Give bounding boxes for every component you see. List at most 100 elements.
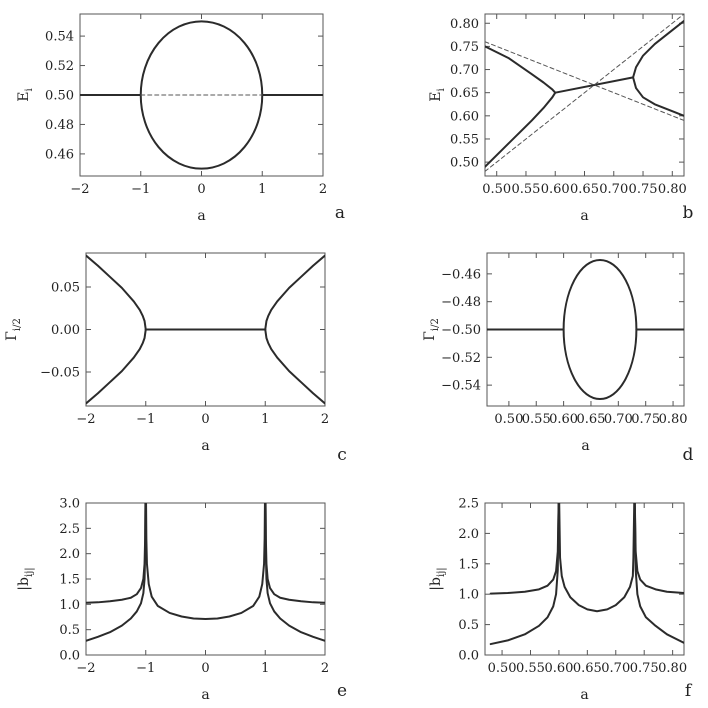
- panel-e-ytick-label: 1.0: [59, 598, 80, 613]
- panel-a-ylabel: Ei: [16, 88, 35, 101]
- panel-b-series-2-line: [554, 76, 635, 94]
- panel-a-xlabel: a: [197, 208, 205, 224]
- panel-b-series-6-dashed-line: [485, 14, 684, 172]
- panel-d-xtick-label: 0.75: [631, 412, 660, 427]
- panel-f-series-4-line: [633, 503, 684, 644]
- panel-f-xtick-label: 0.60: [544, 661, 573, 676]
- panel-e-ytick-label: 0.5: [59, 623, 80, 638]
- panel-b-xtick-label: 0.50: [482, 182, 511, 197]
- panel-b-xtick-label: 0.55: [511, 182, 540, 197]
- panel-b-xtick-label: 0.75: [629, 182, 658, 197]
- panel-c-series-3-line: [264, 254, 325, 331]
- panel-c-plot-area: [86, 254, 325, 405]
- panel-e-xtick-label: 2: [321, 661, 329, 676]
- panel-c-xtick-label: 0: [201, 412, 209, 427]
- panel-a-xtick-label: 0: [197, 182, 205, 197]
- panel-d-xtick-label: 0.55: [522, 412, 551, 427]
- panel-e-series-2-line: [145, 503, 266, 621]
- panel-c-series-0-line: [86, 254, 147, 331]
- panel-b-series-4-line: [632, 76, 684, 117]
- panel-c-letter: c: [337, 445, 347, 465]
- panel-a-ytick-label: 0.52: [45, 59, 74, 74]
- panel-a-ytick-label: 0.54: [45, 30, 74, 45]
- panel-d-series-2-ellipse: [562, 258, 638, 401]
- panel-e-letter: e: [337, 681, 347, 701]
- panel-e: −2 −1 0 1 2 0.0 0.5 1.0 1.5 2.0 2.5 3.0 a |bij| e: [16, 497, 347, 704]
- panel-f-ytick-label: 2.0: [458, 527, 479, 542]
- panel-b-xtick-label: 0.80: [658, 182, 687, 197]
- panel-c-xtick-label: 2: [321, 412, 329, 427]
- panel-f-series-1-line: [489, 503, 560, 646]
- panel-d: 0.500.550.600.650.700.750.80 −0.54 −0.52 −0…: [422, 252, 694, 465]
- panel-b-frame: [484, 13, 685, 177]
- panel-d-ytick-label: −0.54: [441, 379, 481, 394]
- panel-e-xtick-label: −2: [76, 661, 95, 676]
- panel-f-ytick-label: 1.0: [458, 588, 479, 603]
- panel-a-xtick-label: 1: [258, 182, 266, 197]
- panel-e-ytick-label: 2.0: [59, 547, 80, 562]
- panel-b: 0.50 0.55 0.60 0.65 0.70 0.75 0.800.500.550.60…: [428, 13, 694, 224]
- panel-f-ytick-label: 0.5: [458, 618, 479, 633]
- panel-e-ytick-label: 1.5: [59, 573, 80, 588]
- panel-f-xlabel: a: [580, 687, 588, 703]
- panel-f-xtick-label: 0.70: [601, 661, 630, 676]
- panel-b-series-0-line: [485, 45, 557, 94]
- panel-f-series-0-line: [489, 503, 560, 595]
- panel-c-xtick-label: 1: [261, 412, 269, 427]
- panel-f-xtick-label: 0.65: [573, 661, 602, 676]
- panel-f-ytick-label: 2.5: [458, 497, 479, 512]
- panel-b-xtick-label: 0.70: [599, 182, 628, 197]
- panel-c-ytick-label: 0.05: [51, 281, 80, 296]
- panel-f-xtick-label: 0.55: [516, 661, 545, 676]
- panel-a-ytick-label: 0.48: [45, 118, 74, 133]
- panel-e-series-1-line: [86, 503, 147, 642]
- panel-b-plot-area: [485, 14, 684, 172]
- panel-d-xtick-label: 0.80: [659, 412, 688, 427]
- panel-b-ylabel: Ei: [428, 88, 447, 101]
- panel-e-ytick-label: 2.5: [59, 522, 80, 537]
- panel-d-ytick-label: −0.48: [441, 295, 481, 310]
- panel-d-ytick-label: −0.46: [441, 267, 481, 282]
- panel-d-ylabel: Γi/2: [422, 318, 441, 341]
- panel-d-ytick-label: −0.52: [441, 351, 481, 366]
- panel-a-plot-area: [80, 20, 323, 170]
- panel-c-xtick-label: −1: [136, 412, 155, 427]
- panel-b-series-3-line: [632, 19, 684, 79]
- panel-a-xtick-label: 2: [319, 182, 327, 197]
- panel-c-series-4-line: [264, 328, 325, 405]
- panel-f-series-2-line: [558, 503, 636, 613]
- panel-f-xtick-label: 0.50: [488, 661, 517, 676]
- panel-e-xlabel: a: [201, 687, 209, 703]
- panel-b-xtick-label: 0.65: [570, 182, 599, 197]
- panel-a-letter: a: [335, 203, 345, 223]
- panel-d-xlabel: a: [581, 438, 589, 454]
- panel-a-ytick-label: 0.50: [45, 89, 74, 104]
- panel-b-ytick-label: 0.80: [450, 17, 479, 32]
- panel-a-xtick-label: −2: [70, 182, 89, 197]
- panel-b-series-1-line: [485, 91, 557, 168]
- panel-d-xtick-label: 0.60: [549, 412, 578, 427]
- panel-e-ytick-label: 3.0: [59, 497, 80, 512]
- panel-b-ytick-label: 0.50: [450, 156, 479, 171]
- panel-b-ytick-label: 0.55: [450, 132, 479, 147]
- panel-d-xtick-label: 0.65: [576, 412, 605, 427]
- panel-a-xtick-label: −1: [131, 182, 150, 197]
- panel-b-ytick-label: 0.60: [450, 109, 479, 124]
- panel-f: 0.50 0.55 0.60 0.65 0.70 0.75 0.80 0.0 0.5 1.0 1.5…: [428, 497, 693, 704]
- panel-f-ylabel: |bij|: [428, 567, 447, 590]
- panel-c-xtick-label: −2: [76, 412, 95, 427]
- panel-e-ytick-label: 0.0: [59, 649, 80, 664]
- panel-e-series-4-line: [264, 503, 325, 642]
- panel-f-frame: [484, 502, 685, 656]
- panel-c-ylabel: Γi/2: [4, 318, 23, 341]
- panel-d-letter: d: [683, 445, 694, 465]
- panel-d-plot-area: [487, 258, 684, 401]
- panel-f-xtick-label: 0.75: [630, 661, 659, 676]
- panel-f-letter: f: [685, 681, 693, 701]
- panel-d-xtick-label: 0.50: [494, 412, 523, 427]
- panel-c-series-1-line: [86, 328, 147, 405]
- panel-c-ytick-label: −0.05: [40, 366, 80, 381]
- panel-b-xlabel: a: [580, 208, 588, 224]
- panel-e-series-0-line: [86, 503, 147, 604]
